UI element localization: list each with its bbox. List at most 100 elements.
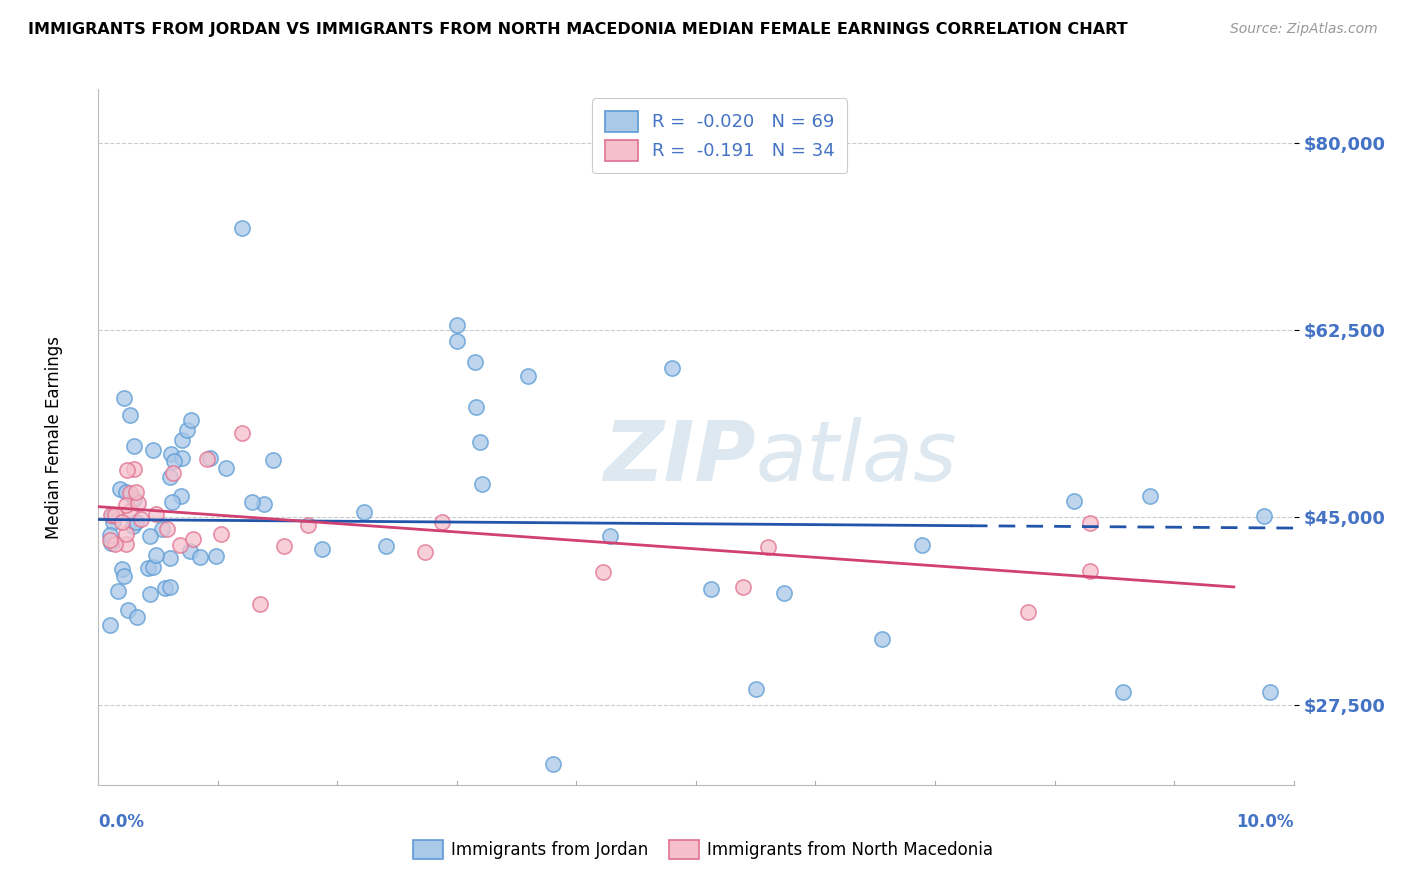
Point (107, 583, 129, 598)
Point (127, 495, 149, 509)
Point (159, 447, 181, 461)
Point (98, 533, 122, 548)
Point (110, 562, 132, 576)
Point (733, 580, 755, 594)
Point (170, 489, 193, 503)
Point (101, 509, 124, 524)
Point (122, 492, 145, 507)
Point (1258, 685, 1281, 699)
Point (240, 494, 263, 508)
Point (136, 560, 159, 574)
Point (170, 450, 193, 465)
Text: ZIP: ZIP (603, 417, 756, 499)
Point (103, 515, 125, 529)
Point (142, 559, 165, 574)
Point (273, 539, 295, 553)
Point (142, 442, 165, 457)
Point (145, 548, 167, 562)
Point (150, 522, 173, 536)
Point (205, 549, 228, 563)
Point (139, 586, 162, 600)
Point (98, 618, 122, 632)
Point (374, 540, 396, 554)
Point (468, 434, 491, 449)
Point (139, 529, 162, 543)
Point (100, 508, 122, 523)
Point (125, 515, 148, 529)
Point (129, 512, 152, 526)
Point (159, 470, 181, 484)
Point (176, 423, 198, 437)
Point (1018, 605, 1040, 619)
Point (112, 568, 135, 582)
Point (209, 527, 232, 541)
Point (153, 581, 176, 595)
Legend: R =  -0.020   N = 69, R =  -0.191   N = 34: R = -0.020 N = 69, R = -0.191 N = 34 (592, 98, 848, 173)
Point (156, 522, 179, 536)
Point (163, 453, 186, 467)
Text: IMMIGRANTS FROM JORDAN VS IMMIGRANTS FROM NORTH MACEDONIA MEDIAN FEMALE EARNINGS: IMMIGRANTS FROM JORDAN VS IMMIGRANTS FRO… (28, 22, 1128, 37)
Point (115, 463, 138, 477)
Point (446, 318, 468, 332)
Point (1063, 494, 1085, 508)
Point (145, 508, 167, 522)
Point (470, 477, 492, 491)
Point (114, 484, 136, 499)
Point (464, 355, 486, 369)
Point (121, 519, 143, 533)
Point (661, 360, 683, 375)
Point (108, 482, 131, 496)
Text: 0.0%: 0.0% (98, 813, 145, 830)
Text: Source: ZipAtlas.com: Source: ZipAtlas.com (1230, 22, 1378, 37)
Point (870, 632, 893, 646)
Point (98, 528, 122, 542)
Point (114, 537, 136, 551)
Point (195, 451, 218, 466)
Point (181, 532, 204, 546)
Point (599, 529, 621, 543)
Point (1112, 684, 1135, 698)
Point (1139, 489, 1161, 503)
Point (1253, 508, 1275, 523)
Point (1078, 564, 1101, 578)
Point (465, 400, 488, 414)
Point (118, 504, 141, 518)
Point (125, 484, 148, 499)
Point (1080, 516, 1102, 530)
Point (118, 408, 141, 422)
Point (118, 485, 141, 500)
Point (169, 538, 191, 552)
Point (180, 413, 202, 427)
Point (592, 566, 614, 580)
Point (413, 545, 436, 559)
Point (745, 681, 768, 696)
Point (432, 515, 454, 529)
Point (911, 538, 934, 552)
Point (446, 334, 468, 349)
Point (231, 426, 253, 441)
Point (353, 505, 375, 519)
Point (114, 499, 136, 513)
Point (249, 597, 271, 611)
Point (311, 541, 333, 556)
Point (124, 462, 146, 476)
Point (122, 439, 145, 453)
Point (160, 494, 183, 508)
Point (162, 466, 184, 480)
Point (516, 368, 538, 383)
Point (262, 452, 284, 467)
Point (100, 535, 122, 549)
Point (773, 586, 796, 600)
Point (117, 603, 139, 617)
Point (198, 450, 221, 465)
Legend: Immigrants from Jordan, Immigrants from North Macedonia: Immigrants from Jordan, Immigrants from … (406, 833, 1000, 866)
Point (170, 434, 193, 448)
Point (112, 391, 135, 405)
Point (700, 582, 723, 596)
Point (297, 518, 319, 533)
Text: atlas: atlas (756, 417, 957, 499)
Point (541, 756, 564, 771)
Point (215, 461, 238, 475)
Text: 10.0%: 10.0% (1236, 813, 1294, 830)
Point (188, 549, 211, 564)
